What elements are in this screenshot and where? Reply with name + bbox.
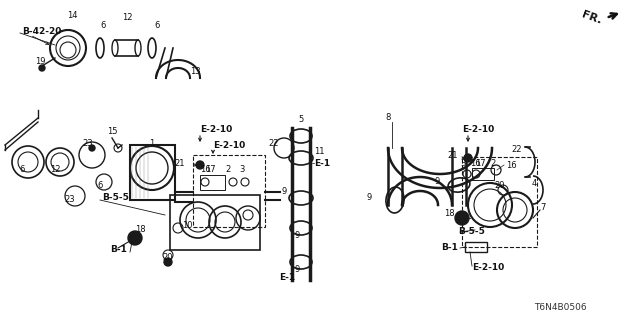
Text: E-1: E-1 <box>279 274 295 283</box>
Text: E-2-10: E-2-10 <box>213 140 245 149</box>
Text: 23: 23 <box>65 196 76 204</box>
Circle shape <box>464 154 472 162</box>
Text: E-2-10: E-2-10 <box>472 263 504 273</box>
Text: 5: 5 <box>298 116 303 124</box>
Text: 17: 17 <box>475 158 485 167</box>
Bar <box>472 168 494 180</box>
Text: 2: 2 <box>490 158 495 167</box>
Text: B-5-5: B-5-5 <box>458 228 485 236</box>
Text: 6: 6 <box>154 20 160 29</box>
Text: 17: 17 <box>205 165 215 174</box>
Text: 6: 6 <box>19 165 25 174</box>
Text: 1: 1 <box>149 139 155 148</box>
Bar <box>465 242 487 252</box>
Text: 16: 16 <box>506 161 516 170</box>
Text: 10: 10 <box>182 220 193 229</box>
Text: 13: 13 <box>190 68 200 76</box>
Text: 12: 12 <box>122 13 132 22</box>
Text: 7: 7 <box>540 204 545 212</box>
Text: 9: 9 <box>294 230 300 239</box>
Text: 16: 16 <box>200 165 211 174</box>
Text: B-1: B-1 <box>441 244 458 252</box>
Text: 9: 9 <box>435 178 440 187</box>
Text: B-5-5: B-5-5 <box>102 194 129 203</box>
Text: 9: 9 <box>294 266 300 275</box>
Bar <box>462 157 537 247</box>
Text: 11: 11 <box>314 148 324 156</box>
Text: 4: 4 <box>532 179 537 188</box>
Text: 3: 3 <box>460 158 466 167</box>
Text: 2: 2 <box>225 165 230 174</box>
Circle shape <box>89 145 95 151</box>
Text: 9: 9 <box>367 194 372 203</box>
Text: 18: 18 <box>135 226 146 235</box>
Text: 19: 19 <box>35 58 45 67</box>
Text: 21: 21 <box>447 150 458 159</box>
Text: 8: 8 <box>385 114 390 123</box>
Text: 14: 14 <box>67 11 77 20</box>
Text: 22: 22 <box>511 146 522 155</box>
Circle shape <box>128 231 142 245</box>
Bar <box>200 175 225 190</box>
Text: 6: 6 <box>97 180 102 189</box>
Bar <box>130 145 175 200</box>
Text: 16: 16 <box>470 158 481 167</box>
Text: E-2-10: E-2-10 <box>462 125 494 134</box>
Text: 20: 20 <box>162 253 173 262</box>
Text: 12: 12 <box>50 165 60 174</box>
Bar <box>170 195 260 250</box>
Text: 23: 23 <box>83 139 93 148</box>
Circle shape <box>39 65 45 71</box>
Bar <box>193 155 265 227</box>
Text: 21: 21 <box>175 158 185 167</box>
Text: 18: 18 <box>444 209 455 218</box>
Text: 20: 20 <box>495 180 505 189</box>
Text: 9: 9 <box>282 188 287 196</box>
Text: 22: 22 <box>269 139 279 148</box>
Text: B-42-20: B-42-20 <box>22 28 61 36</box>
Circle shape <box>196 161 204 169</box>
Text: E-1: E-1 <box>314 158 330 167</box>
Text: T6N4B0506: T6N4B0506 <box>534 303 586 313</box>
Text: E-2-10: E-2-10 <box>200 125 232 134</box>
Circle shape <box>455 211 469 225</box>
Text: 15: 15 <box>107 127 117 137</box>
Text: 3: 3 <box>239 165 244 174</box>
Text: 6: 6 <box>100 20 106 29</box>
Text: FR.: FR. <box>580 10 603 26</box>
Text: B-1: B-1 <box>110 245 127 254</box>
Circle shape <box>164 258 172 266</box>
